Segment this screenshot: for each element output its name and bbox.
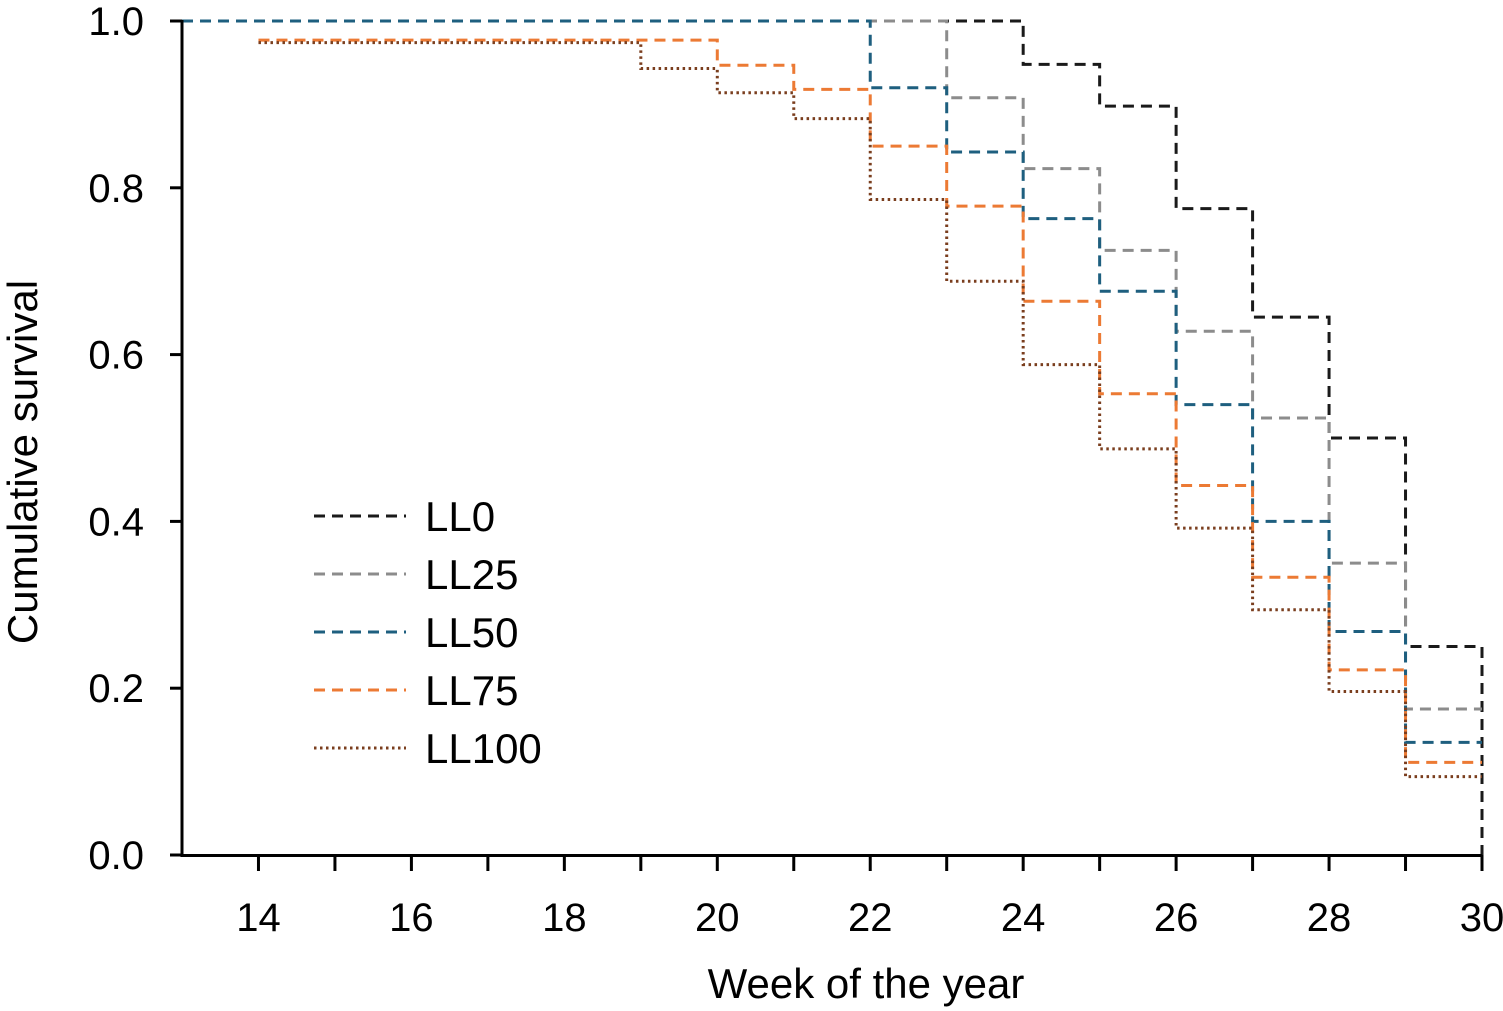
x-tick-label: 16 [389, 896, 434, 940]
x-tick-label: 22 [848, 896, 893, 940]
y-tick-label: 0.2 [88, 667, 144, 711]
x-axis-title: Week of the year [708, 960, 1025, 1007]
x-tick-label: 14 [236, 896, 281, 940]
x-tick-label: 20 [695, 896, 740, 940]
y-tick-label: 0.4 [88, 500, 144, 544]
legend-label-ll100: LL100 [425, 725, 542, 772]
x-tick-label: 28 [1307, 896, 1352, 940]
x-tick-label: 18 [542, 896, 587, 940]
x-tick-label: 24 [1001, 896, 1046, 940]
y-axis-title: Cumulative survival [0, 280, 46, 644]
legend-label-ll25: LL25 [425, 551, 518, 598]
series-line-ll25 [182, 19, 1482, 711]
series-layer [182, 19, 1484, 855]
legend-label-ll0: LL0 [425, 493, 495, 540]
legend-label-ll50: LL50 [425, 609, 518, 656]
y-tick-label: 0.0 [88, 834, 144, 878]
ticks: 0.0 0.2 0.4 0.6 0.8 1.0 14 16 18 20 22 24 26 28 30 [88, 0, 1503, 940]
y-tick-label: 0.8 [88, 167, 144, 211]
legend-label-ll75: LL75 [425, 667, 518, 714]
series-line-ll50 [182, 19, 1482, 744]
series-line-ll75 [258, 38, 1482, 764]
y-tick-label: 1.0 [88, 0, 144, 44]
axes [180, 20, 1482, 857]
x-tick-label: 26 [1154, 896, 1199, 940]
series-line-ll0 [182, 19, 1484, 855]
x-tick-label: 30 [1460, 896, 1503, 940]
legend: LL0 LL25 LL50 LL75 LL100 [314, 493, 542, 772]
y-tick-label: 0.6 [88, 334, 144, 378]
series-line-ll100 [258, 41, 1482, 779]
